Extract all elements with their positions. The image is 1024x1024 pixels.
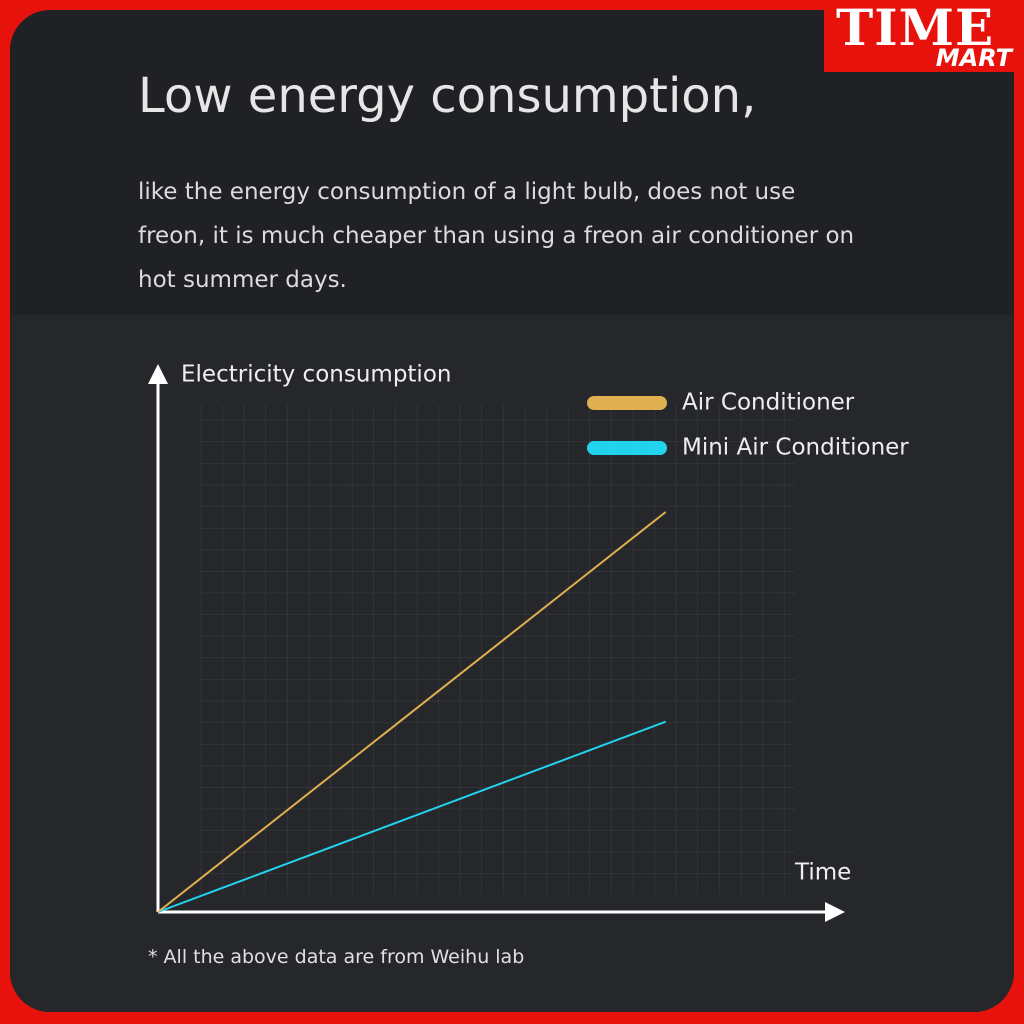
logo-line1: TIME <box>836 0 995 57</box>
legend-swatch <box>587 396 667 410</box>
series-line <box>157 511 667 913</box>
y-axis-label: Electricity consumption <box>181 362 451 388</box>
footnote: * All the above data are from Weihu lab <box>148 946 525 968</box>
legend-swatch <box>587 441 667 455</box>
y-arrow <box>148 364 168 384</box>
legend-label: Mini Air Conditioner <box>682 435 909 461</box>
body-text: like the energy consumption of a light b… <box>138 179 855 293</box>
logo-line2: MART <box>935 44 1012 72</box>
legend-label: Air Conditioner <box>682 390 855 416</box>
series-line <box>157 720 667 913</box>
title: Low energy consumption, <box>138 68 757 124</box>
x-arrow <box>825 902 845 922</box>
panel: Low energy consumption, like the energy … <box>10 10 1014 1012</box>
x-axis-label: Time <box>794 860 851 886</box>
chart: Electricity consumption Time Air Conditi… <box>148 362 909 922</box>
grid <box>200 405 795 895</box>
logo: TIME MART <box>824 0 1018 72</box>
